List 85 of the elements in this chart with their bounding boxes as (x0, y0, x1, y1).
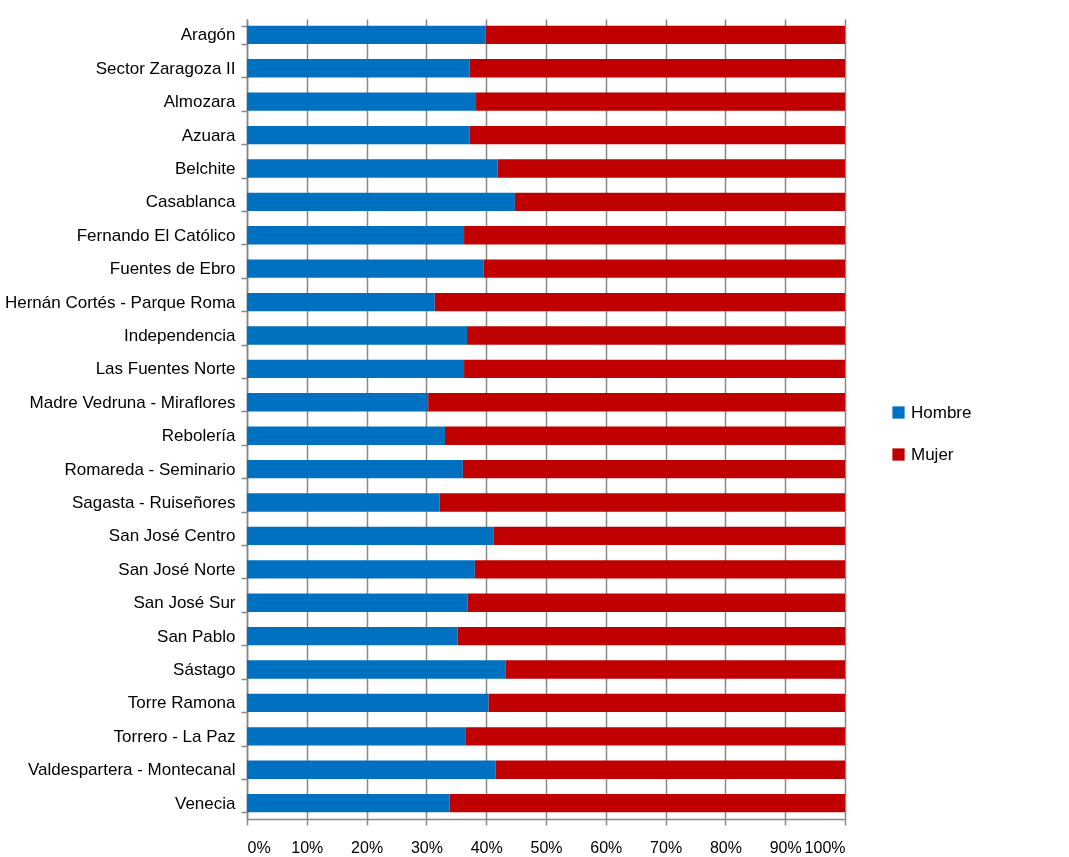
y-tick-label: Fernando El Católico (76, 225, 236, 245)
bar (476, 92, 845, 111)
bar (247, 125, 470, 145)
x-tick-label: 60% (590, 838, 623, 856)
bar (247, 526, 494, 546)
bar (483, 259, 845, 278)
y-tick-label: Almozara (163, 92, 237, 112)
bar (247, 393, 429, 412)
y-tick-label: San José Centro (108, 526, 236, 546)
y-tick-label: Independencia (123, 325, 237, 345)
bar (493, 526, 845, 546)
y-tick-label: Torre Ramona (127, 693, 237, 713)
y-tick-label: Belchite (175, 158, 236, 178)
x-tick-label: 0% (247, 838, 271, 856)
y-tick-label: Madre Vedruna - Miraflores (29, 392, 236, 412)
bar (247, 426, 445, 445)
y-tick-label: San Pablo (157, 626, 236, 646)
bar (247, 192, 515, 212)
y-tick-label: Sástago (173, 660, 236, 680)
bar (462, 459, 845, 479)
x-tick-label: 100% (804, 838, 846, 856)
x-tick-label: 70% (650, 838, 683, 856)
bar (464, 226, 845, 245)
y-tick-label: Casablanca (145, 192, 237, 212)
y-tick-label: San José Norte (118, 559, 236, 579)
bar (247, 226, 465, 245)
y-tick-label: Hernán Cortés - Parque Roma (4, 292, 237, 312)
y-tick-label: Sagasta - Ruiseñores (72, 493, 236, 513)
y-tick-label: Fuentes de Ebro (109, 259, 236, 279)
bar (247, 25, 486, 45)
y-tick-label: Romareda - Seminario (64, 459, 236, 479)
bar (247, 359, 465, 379)
bar (434, 292, 845, 312)
bar (474, 560, 845, 579)
bar (247, 693, 489, 713)
bar (485, 25, 845, 45)
bar (469, 125, 845, 145)
x-tick-label: 30% (410, 838, 443, 856)
x-tick-label: 90% (769, 838, 802, 856)
bar (497, 159, 845, 178)
bar (247, 292, 435, 312)
bar (444, 426, 845, 445)
bar (247, 727, 466, 746)
y-tick-label: Aragón (180, 25, 236, 45)
bar (439, 493, 845, 512)
bar (247, 259, 484, 278)
x-tick-label: 20% (351, 838, 384, 856)
x-tick-label: 50% (530, 838, 563, 856)
legend-label: Hombre (911, 402, 972, 422)
bar (247, 326, 468, 345)
y-tick-label: Sector Zaragoza II (95, 58, 236, 78)
bar (467, 593, 845, 612)
y-tick-label: Azuara (181, 125, 237, 145)
bar (449, 793, 845, 813)
bar (247, 626, 458, 646)
y-tick-label: Torrero - La Paz (113, 726, 236, 746)
bar (428, 393, 845, 412)
x-tick-label: 40% (470, 838, 503, 856)
bar (505, 660, 845, 679)
bar (465, 727, 845, 746)
bar (247, 660, 506, 679)
bar (495, 760, 845, 779)
legend-label: Mujer (911, 444, 954, 464)
bar (247, 459, 463, 479)
bar (247, 593, 468, 612)
bar (247, 760, 496, 779)
y-tick-label: San José Sur (133, 593, 236, 613)
y-tick-label: Valdespartera - Montecanal (27, 760, 236, 780)
bar (247, 159, 498, 178)
y-tick-label: Rebolería (161, 426, 237, 446)
bar (514, 192, 845, 212)
y-tick-label: Las Fuentes Norte (95, 359, 236, 379)
bar (469, 59, 845, 78)
bar (247, 493, 440, 512)
bar (488, 693, 845, 713)
bar (247, 92, 477, 111)
bar (457, 626, 845, 646)
x-tick-label: 80% (709, 838, 742, 856)
bar (464, 359, 845, 379)
bar (247, 59, 470, 78)
bar (247, 793, 450, 813)
y-tick-label: Venecia (175, 793, 237, 813)
bar (467, 326, 845, 345)
x-tick-label: 10% (291, 838, 324, 856)
bar (247, 560, 475, 579)
